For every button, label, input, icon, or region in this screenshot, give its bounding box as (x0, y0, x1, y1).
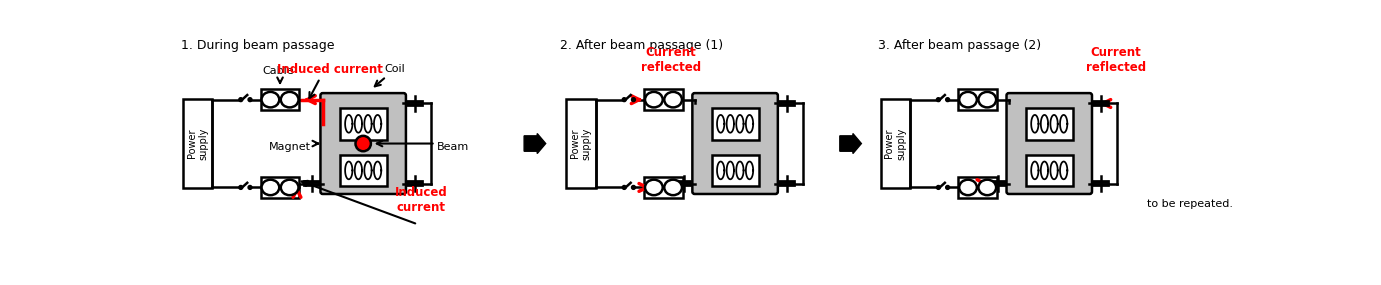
Text: Power
supply: Power supply (186, 127, 209, 160)
Text: Current
reflected: Current reflected (1087, 46, 1146, 74)
Bar (340, 154, 387, 186)
Bar (881, 99, 910, 188)
Bar (340, 108, 387, 140)
Ellipse shape (645, 180, 663, 195)
Ellipse shape (261, 92, 279, 107)
Text: 2. After beam passage (1): 2. After beam passage (1) (559, 39, 722, 52)
Bar (711, 154, 758, 186)
Ellipse shape (664, 92, 682, 107)
Bar (184, 99, 213, 188)
FancyBboxPatch shape (1007, 93, 1092, 194)
Text: Induced
current: Induced current (395, 186, 447, 214)
Bar (711, 108, 758, 140)
Ellipse shape (960, 92, 976, 107)
Text: Current
reflected: Current reflected (641, 46, 702, 74)
Ellipse shape (664, 180, 682, 195)
Text: Magnet: Magnet (269, 142, 311, 152)
Ellipse shape (645, 92, 663, 107)
Bar (566, 99, 595, 188)
Circle shape (239, 98, 242, 101)
Circle shape (946, 98, 949, 101)
FancyArrow shape (525, 134, 545, 154)
Bar (261, 89, 300, 110)
Text: Coil: Coil (385, 64, 406, 74)
Circle shape (355, 136, 371, 151)
Ellipse shape (978, 92, 996, 107)
Text: 3. After beam passage (2): 3. After beam passage (2) (877, 39, 1041, 52)
Bar (958, 89, 997, 110)
Ellipse shape (960, 180, 976, 195)
Text: 1. During beam passage: 1. During beam passage (181, 39, 334, 52)
Circle shape (249, 186, 251, 189)
Text: Induced current: Induced current (278, 63, 383, 76)
Bar (1026, 108, 1073, 140)
Circle shape (936, 186, 939, 189)
Circle shape (936, 98, 939, 101)
Ellipse shape (280, 180, 298, 195)
Text: to be repeated.: to be repeated. (1148, 199, 1233, 209)
Ellipse shape (280, 92, 298, 107)
Bar (261, 177, 300, 198)
Circle shape (239, 186, 242, 189)
FancyBboxPatch shape (692, 93, 778, 194)
Bar (645, 89, 682, 110)
FancyBboxPatch shape (320, 93, 406, 194)
Text: Beam: Beam (438, 142, 470, 152)
Circle shape (249, 98, 251, 101)
Ellipse shape (978, 180, 996, 195)
Circle shape (946, 186, 949, 189)
Circle shape (632, 98, 635, 101)
Bar (645, 177, 682, 198)
FancyArrow shape (840, 134, 862, 154)
Bar (1026, 154, 1073, 186)
Text: Power
supply: Power supply (884, 127, 906, 160)
Text: Cable: Cable (262, 66, 294, 76)
Text: Power
supply: Power supply (570, 127, 592, 160)
Circle shape (632, 186, 635, 189)
Circle shape (623, 186, 626, 189)
Ellipse shape (261, 180, 279, 195)
Circle shape (623, 98, 626, 101)
Bar (958, 177, 997, 198)
